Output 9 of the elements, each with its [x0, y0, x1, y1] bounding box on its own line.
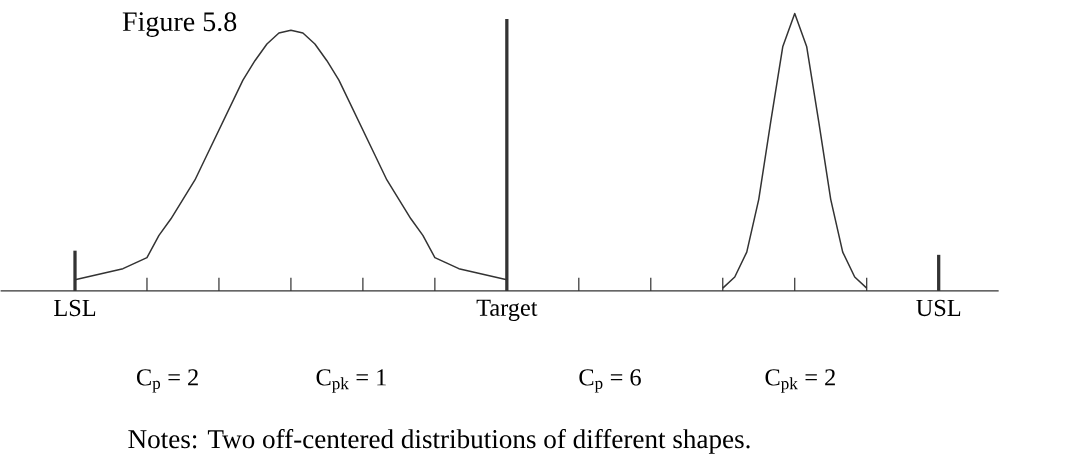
text: C$_{p}$ = 6	[579, 369, 641, 393]
text: Notes: Two off-centered distributions of different shapes.	[128, 429, 750, 455]
text: C$_{pk}$ = 1	[316, 369, 386, 394]
x-tick-label: LSL	[54, 300, 96, 317]
text: C$_{p}$ = 2	[136, 369, 198, 393]
text: C$_{pk}$ = 2	[765, 369, 835, 394]
x-tick-label: Target	[476, 300, 538, 322]
chart-title: Figure 5.8	[122, 12, 237, 38]
x-tick-label: USL	[916, 300, 961, 317]
